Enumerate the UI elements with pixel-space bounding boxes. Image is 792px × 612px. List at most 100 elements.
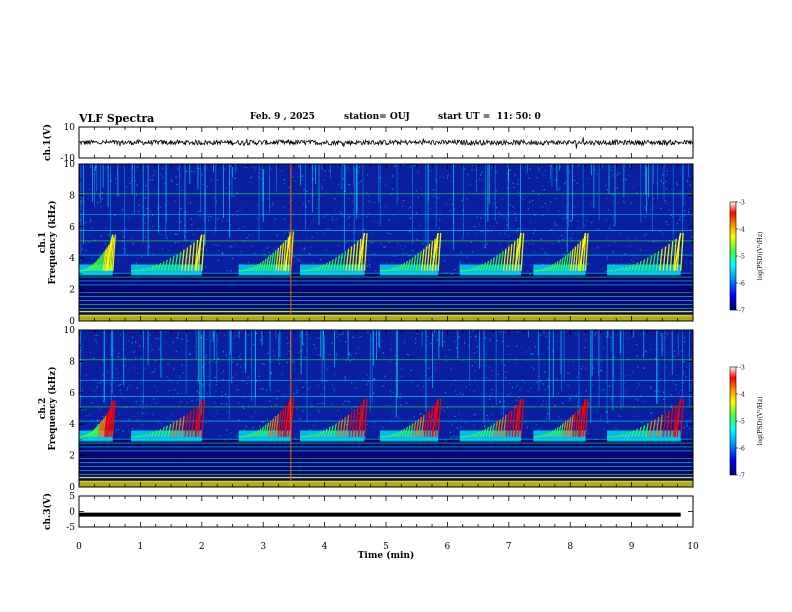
noise-speckle [231, 257, 234, 260]
chorus-element [336, 255, 341, 271]
x-tick-label: 9 [629, 542, 635, 552]
noise-speckle [206, 392, 208, 394]
chorus-element [555, 260, 559, 271]
chorus-element [648, 421, 653, 437]
chorus-element [412, 421, 417, 437]
noise-speckle [567, 384, 569, 386]
noise-speckle [261, 421, 263, 423]
noise-speckle [221, 220, 223, 222]
chorus-element [499, 251, 504, 271]
chorus-element [406, 425, 411, 437]
noise-speckle [236, 364, 238, 366]
noise-speckle [266, 418, 268, 420]
noise-speckle [466, 199, 468, 201]
noise-speckle [373, 392, 375, 394]
chorus-element [502, 248, 507, 271]
noise-speckle [333, 373, 336, 375]
chorus-element [102, 415, 107, 437]
noise-speckle [491, 393, 493, 395]
noise-speckle [388, 241, 390, 243]
noise-speckle [223, 168, 225, 170]
noise-speckle [586, 178, 588, 180]
chorus-element [257, 428, 262, 437]
noise-speckle [254, 169, 256, 171]
noise-speckle [505, 371, 507, 373]
noise-speckle [161, 370, 164, 372]
noise-speckle [416, 239, 418, 241]
noise-speckle [499, 244, 501, 246]
noise-speckle [233, 337, 235, 339]
noise-speckle [594, 334, 596, 336]
noise-speckle [516, 230, 518, 232]
noise-speckle [527, 391, 529, 393]
ch1-waveform-trace [78, 137, 694, 149]
chorus-element [669, 407, 674, 437]
noise-speckle [391, 215, 393, 217]
chorus-element [89, 430, 94, 438]
noise-speckle [374, 270, 376, 272]
noise-speckle [474, 233, 476, 235]
chorus-element [97, 255, 102, 271]
noise-speckle [341, 333, 343, 336]
chorus-element [401, 428, 406, 437]
noise-speckle [471, 169, 473, 171]
noise-speckle [447, 407, 449, 409]
noise-speckle [191, 242, 193, 244]
chorus-element [311, 267, 316, 272]
noise-speckle [596, 192, 598, 194]
noise-speckle [400, 245, 402, 247]
noise-speckle [549, 201, 552, 203]
noise-speckle [179, 376, 181, 379]
y-axis-label: Frequency (kHz) [47, 366, 58, 450]
noise-speckle [292, 229, 294, 231]
noise-speckle [172, 421, 174, 423]
noise-speckle [146, 338, 148, 340]
noise-speckle [94, 339, 96, 341]
noise-speckle [332, 218, 334, 220]
noise-speckle [533, 368, 535, 370]
noise-speckle [476, 346, 478, 348]
noise-speckle [317, 403, 319, 405]
chorus-element [505, 412, 510, 437]
noise-speckle [586, 219, 588, 221]
noise-speckle [675, 384, 677, 386]
chorus-element [673, 238, 677, 271]
noise-speckle [485, 365, 487, 367]
noise-speckle [401, 248, 403, 250]
noise-speckle [160, 174, 162, 176]
chorus-element [144, 267, 148, 272]
noise-speckle [522, 198, 524, 201]
noise-speckle [233, 195, 235, 197]
noise-speckle [133, 188, 135, 190]
chorus-element [104, 413, 108, 437]
noise-speckle [335, 414, 337, 416]
noise-speckle [314, 417, 316, 419]
noise-speckle [417, 252, 419, 254]
noise-speckle [434, 367, 436, 369]
chorus-element [473, 266, 478, 272]
noise-speckle [152, 179, 154, 181]
noise-speckle [618, 233, 621, 235]
noise-speckle [555, 198, 558, 200]
noise-speckle [239, 209, 241, 211]
noise-speckle [96, 382, 99, 384]
chorus-element [572, 246, 577, 271]
chorus-element [666, 409, 670, 437]
noise-speckle [521, 387, 523, 389]
noise-speckle [272, 202, 274, 204]
noise-speckle [259, 380, 261, 382]
noise-speckle [226, 429, 228, 431]
chorus-element [560, 257, 564, 271]
noise-speckle [542, 263, 544, 265]
noise-speckle [154, 172, 156, 174]
noise-speckle [164, 426, 166, 428]
noise-speckle [224, 439, 226, 441]
noise-speckle [506, 251, 508, 253]
noise-speckle [664, 199, 666, 202]
noise-speckle [409, 230, 411, 233]
noise-speckle [296, 391, 298, 393]
noise-speckle [154, 360, 156, 362]
noise-speckle [301, 410, 303, 412]
chorus-element [270, 252, 275, 271]
noise-speckle [383, 246, 385, 248]
